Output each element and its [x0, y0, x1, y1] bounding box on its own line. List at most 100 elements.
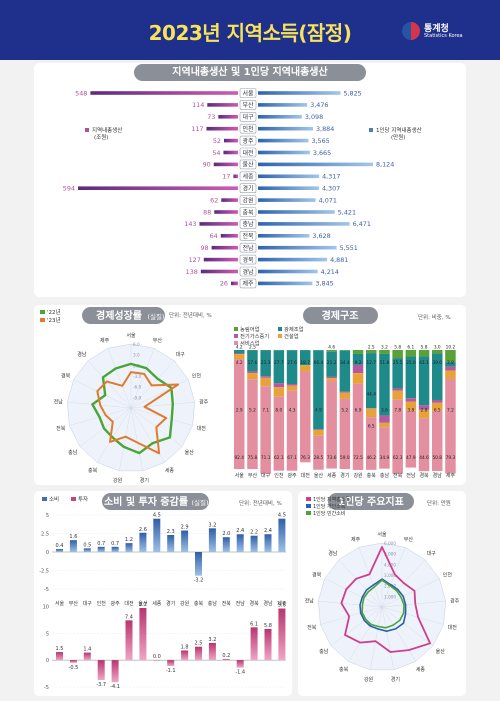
grdp-legend-swatch [85, 128, 89, 132]
percap-spoke [381, 606, 394, 670]
structure-data-label: 39.0 [432, 360, 442, 366]
structure-data-label: 73.6 [327, 455, 337, 461]
growth-axis-label: 경기 [140, 477, 149, 484]
investment-bar [125, 620, 133, 661]
investment-data-label: -0.5 [69, 665, 79, 671]
growth-legend-swatch [40, 318, 45, 322]
growth-series-line [96, 371, 180, 455]
consumption-data-label: 3.2 [208, 522, 216, 528]
percap-axis-label: 경북 [312, 571, 322, 578]
percap-grdp-value: 3,628 [312, 232, 330, 240]
consumption-title-suffix: (실질) [191, 498, 208, 507]
consumption-bar [181, 530, 189, 552]
percap-ring-label: 3,000 [384, 573, 396, 578]
region-label: 전북 [242, 232, 254, 240]
region-label-box [239, 254, 257, 265]
consumption-bar [250, 535, 258, 552]
structure-bar-segment [247, 373, 258, 380]
percap-grdp-bar [258, 138, 309, 143]
structure-data-label: 7.1 [262, 408, 269, 414]
growth-unit: 단위: 전년대비, % [169, 311, 212, 319]
structure-data-label: 35.0 [406, 360, 416, 366]
investment-data-label: 5.8 [264, 623, 272, 629]
growth-axis-label: 전남 [54, 398, 64, 405]
consumption-bar [236, 534, 244, 552]
grdp-bar [221, 198, 238, 202]
region-label: 제주 [242, 280, 254, 288]
growth-axis-label: 울산 [185, 449, 195, 456]
consumption-data-label: 0.7 [97, 541, 105, 547]
structure-bar-segment [366, 353, 377, 409]
grdp-value: 594 [63, 185, 75, 193]
percap-grdp-bar [258, 198, 316, 202]
structure-bar-segment [445, 350, 456, 363]
structure-bar-segment [366, 417, 377, 470]
structure-data-label: 5.2 [341, 408, 348, 414]
consumption-data-label: 2.4 [264, 528, 272, 534]
investment-bar [111, 660, 119, 683]
structure-bar-segment [339, 350, 351, 392]
region-axis-label: 대구 [83, 600, 93, 607]
structure-top-label: 6.1 [407, 345, 414, 351]
structure-data-label: 34.9 [380, 455, 390, 461]
structure-category-label: 대전 [301, 472, 311, 479]
growth-axis-label: 인천 [192, 372, 202, 379]
region-axis-label: 강원 [180, 600, 190, 607]
region-axis-label: 충북 [194, 600, 204, 607]
region-label-box [239, 278, 257, 289]
growth-axis-label: 전북 [56, 425, 66, 432]
structure-bar-segment [260, 386, 271, 474]
structure-bar-segment [326, 376, 337, 379]
structure-data-label: 3.8 [447, 360, 454, 366]
percap-axis-label: 광주 [450, 597, 460, 604]
structure-data-label: 7.2 [447, 408, 454, 414]
percap-grdp-value: 4,307 [322, 185, 340, 193]
structure-bar-segment [432, 353, 443, 400]
growth-ring-label: 3.0 [133, 353, 140, 358]
structure-data-label: 44.6 [419, 455, 429, 461]
growth-panel: 경제성장률 (실질) 단위: 전년대비, % '22년 '23년 서울 부산 대구 인천 광주 대전… [34, 305, 236, 485]
growth-axis-label: 강원 [113, 477, 123, 484]
investment-data-label: 6.1 [250, 621, 258, 627]
investment-bar [250, 627, 258, 661]
statistics-korea-logo: 통계청 Statistics Korea [402, 20, 492, 48]
consumption-data-label: 4.5 [278, 513, 286, 519]
growth-axis-label: 광주 [199, 398, 209, 405]
structure-data-label: 6.5 [368, 423, 375, 429]
structure-bar-segment [392, 390, 403, 400]
structure-bar-segment [405, 401, 417, 411]
grdp-bar [90, 91, 239, 95]
region-label: 충북 [242, 208, 254, 216]
percap-spoke [320, 606, 383, 625]
structure-top-label: 10.2 [446, 345, 456, 351]
percap-grdp-value: 4,881 [330, 256, 348, 264]
grdp-bar [207, 103, 238, 107]
structure-bar-segment [366, 350, 377, 354]
structure-data-label: 72.5 [353, 455, 363, 461]
region-axis-label: 제주 [277, 600, 287, 607]
structure-bar-segment [247, 379, 258, 469]
consumption-investment-chart: 소비 및 투자 증감률 (실질) 단위: 전년대비, % 소비 투자 5 2.5 0 -2.5 -… [39, 493, 287, 691]
consumption-data-label: 0.4 [56, 543, 64, 549]
investment-data-label: -4.1 [110, 684, 120, 690]
structure-category-label: 부산 [248, 472, 258, 479]
consumption-bar [125, 543, 133, 552]
region-label: 대구 [242, 113, 254, 121]
growth-spoke [107, 348, 132, 409]
consumption-data-label: -3.2 [194, 578, 204, 584]
structure-category-label: 경기 [340, 472, 349, 479]
percap-legend-swatch [306, 511, 311, 515]
grdp-value: 64 [210, 232, 218, 240]
percap-grdp-value: 5,421 [338, 208, 356, 216]
grdp-value: 117 [191, 125, 203, 133]
grdp-value: 26 [220, 280, 228, 288]
structure-bar-segment [418, 409, 430, 419]
structure-bar-segment [273, 396, 285, 471]
region-label-box [239, 231, 257, 241]
grdp-bar [206, 126, 238, 131]
structure-data-label: 17.6 [248, 360, 258, 366]
percap-grdp-bar [258, 245, 337, 250]
grdp-bar [214, 210, 238, 214]
structure-data-label: 18.7 [300, 360, 310, 366]
grdp-bar [233, 174, 238, 179]
